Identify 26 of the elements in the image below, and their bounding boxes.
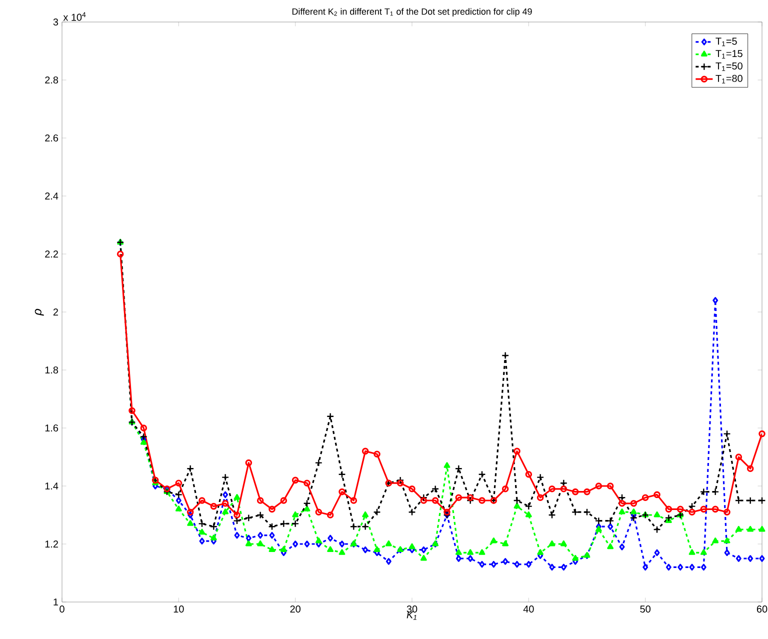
y-tick-label: 1.2 — [45, 540, 58, 548]
y-tick-label: 2.8 — [45, 76, 58, 84]
y-tick-label: 2 — [53, 308, 58, 316]
y-tick-label: 1.4 — [45, 482, 58, 490]
y-tick-label: 2.2 — [45, 250, 58, 258]
text: x 10$^{4}$ — [63, 12, 86, 21]
y-tick-label: 2.4 — [45, 192, 58, 200]
x-tick-label: 0 — [60, 606, 64, 613]
x-tick-label: 20 — [290, 606, 300, 613]
legend-label: T$_{1}$=50 — [716, 62, 742, 71]
y-tick-label: 2.6 — [45, 134, 58, 142]
x-tick-label: 30 — [406, 606, 418, 613]
chart-title: Different K$_{2}$ in different T$_{1}$ of the Dot set prediction for clip 49 — [292, 8, 532, 16]
x-axis-title: K$_{1}$ — [406, 611, 416, 620]
y-tick-label: 1 — [54, 598, 58, 606]
x-tick-label: 10 — [174, 606, 184, 613]
legend-label: T$_{1}$=15 — [716, 50, 742, 58]
legend-label: T$_{1}$=5 — [716, 38, 737, 46]
y-tick-label: 1.8 — [45, 366, 58, 374]
y-tick-label: 3 — [53, 18, 58, 26]
x-tick-label: 60 — [756, 606, 768, 613]
x-tick-label: 50 — [640, 606, 650, 613]
y-tick-label: 1.6 — [45, 424, 58, 432]
y-axis-title: ρ — [34, 308, 44, 316]
x-tick-label: 40 — [523, 606, 534, 613]
legend-label: T$_{1}$=80 — [716, 74, 742, 84]
